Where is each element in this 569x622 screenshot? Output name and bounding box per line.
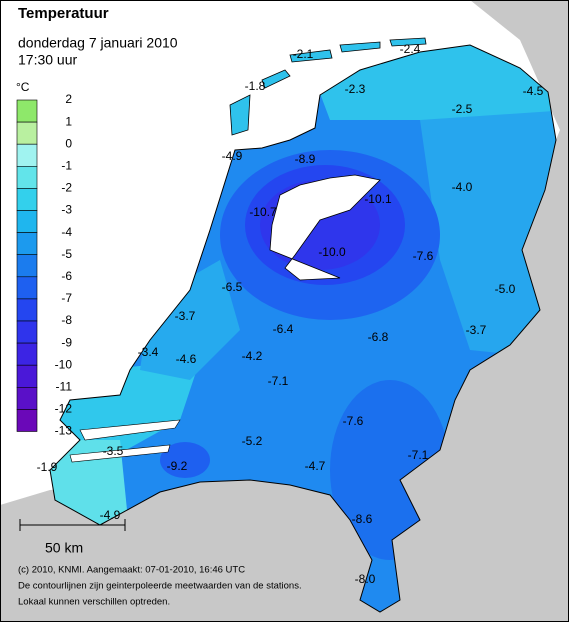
legend-label: -12 — [55, 402, 73, 416]
station-value: -1.8 — [245, 79, 266, 93]
legend-swatch — [16, 254, 38, 278]
time: 17:30 uur — [18, 52, 77, 68]
station-value: -10.7 — [249, 205, 277, 219]
station-value: -1.9 — [37, 460, 58, 474]
station-value: -5.0 — [495, 282, 516, 296]
legend-swatch — [16, 364, 38, 388]
station-value: -4.5 — [523, 84, 544, 98]
legend-label: 2 — [65, 92, 72, 106]
title: Temperatuur — [18, 5, 109, 22]
legend-label: -6 — [61, 269, 72, 283]
legend-swatch — [16, 276, 38, 300]
legend-swatch — [16, 121, 38, 145]
station-values: -2.1 -2.4 -1.8 -2.3 -4.5 -2.5 -4.9 -8.9 -4.0 -10.… — [37, 42, 544, 586]
station-value: -4.6 — [176, 352, 197, 366]
legend-label: -9 — [61, 335, 72, 349]
legend-label: -5 — [61, 247, 72, 261]
station-value: -4.2 — [242, 349, 263, 363]
legend: 2 1 0 -1 -2 -3 -4 -5 -6 -7 -8 -9 -10 -11 -12 -13 — [16, 92, 73, 438]
footer: (c) 2010, KNMI. Aangemaakt: 07-01-2010, … — [18, 565, 302, 608]
legend-swatch — [16, 386, 38, 410]
legend-swatch — [16, 188, 38, 211]
station-value: -4.7 — [305, 459, 326, 473]
station-value: -7.1 — [268, 374, 289, 388]
station-value: -2.4 — [400, 42, 421, 56]
legend-swatch — [16, 210, 38, 233]
station-value: -2.3 — [345, 82, 366, 96]
legend-swatch — [16, 409, 38, 432]
station-value: -4.9 — [100, 508, 121, 522]
lake — [269, 174, 381, 281]
station-value: -10.0 — [318, 245, 346, 259]
legend-swatch — [16, 232, 38, 256]
legend-label: -13 — [55, 424, 73, 438]
legend-label: -8 — [61, 313, 72, 327]
station-value: -3.7 — [466, 323, 487, 337]
legend-label: -2 — [61, 181, 72, 195]
legend-label: 1 — [65, 114, 72, 128]
station-value: -5.2 — [242, 434, 263, 448]
station-value: -6.5 — [222, 280, 243, 294]
legend-unit: °C — [16, 80, 30, 94]
legend-swatch — [16, 99, 38, 123]
station-value: -6.8 — [368, 330, 389, 344]
station-value: -3.4 — [138, 345, 159, 359]
legend-label: 0 — [65, 136, 72, 150]
legend-swatch — [16, 342, 38, 366]
station-value: -10.1 — [364, 192, 392, 206]
legend-label: -7 — [61, 291, 72, 305]
legend-swatch — [16, 320, 38, 344]
station-value: -9.2 — [167, 459, 188, 473]
footer-line: (c) 2010, KNMI. Aangemaakt: 07-01-2010, … — [18, 565, 245, 576]
islands — [229, 37, 427, 136]
station-value: -8.6 — [352, 512, 373, 526]
legend-swatch — [16, 166, 38, 189]
station-value: -8.0 — [355, 572, 376, 586]
station-value: -6.4 — [273, 322, 294, 336]
station-value: -2.5 — [452, 102, 473, 116]
footer-line: Lokaal kunnen verschillen optreden. — [18, 597, 170, 608]
legend-swatch — [16, 143, 38, 167]
station-value: -2.1 — [293, 47, 314, 61]
date: donderdag 7 januari 2010 — [18, 35, 178, 51]
scale-bar: 50 km — [19, 519, 126, 556]
legend-swatch — [16, 298, 38, 322]
country-border — [49, 44, 557, 613]
station-value: -4.0 — [452, 180, 473, 194]
footer-line: De contourlijnen zijn geinterpoleerde me… — [18, 581, 302, 592]
station-value: -8.9 — [295, 152, 316, 166]
legend-label: -11 — [56, 379, 73, 393]
station-value: -4.9 — [222, 149, 243, 163]
station-value: -3.5 — [103, 444, 124, 458]
legend-label: -4 — [61, 225, 72, 239]
legend-label: -10 — [55, 357, 73, 371]
legend-label: -3 — [61, 203, 72, 217]
estuary — [69, 419, 181, 463]
station-value: -7.6 — [343, 414, 364, 428]
station-value: -3.7 — [175, 309, 196, 323]
scale-label: 50 km — [45, 540, 83, 556]
station-value: -7.1 — [408, 448, 429, 462]
station-value: -7.6 — [413, 249, 434, 263]
legend-label: -1 — [61, 158, 72, 172]
